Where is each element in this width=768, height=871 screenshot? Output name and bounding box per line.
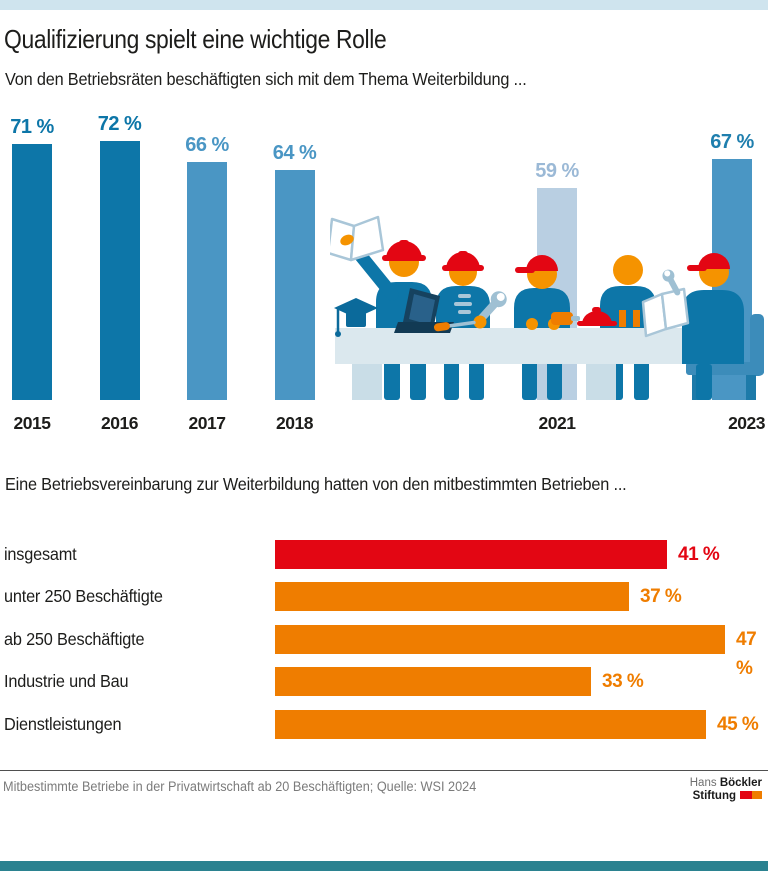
row-value-2: 47 % <box>736 629 757 679</box>
x-tick-2015: 2015 <box>13 413 51 433</box>
x-tick-2016: 2016 <box>101 413 138 433</box>
column-bar-2016 <box>99 141 140 400</box>
row-bar-1 <box>275 582 629 611</box>
row-bar-2 <box>275 625 725 654</box>
row-label-1: unter 250 Beschäftigte <box>4 586 163 606</box>
worker-with-cap <box>514 255 570 400</box>
hand <box>526 318 538 330</box>
column-bar-value-2015: 71 % <box>10 116 54 138</box>
column-chart: 71 % 72 % 66 % 64 % 59 % 67 % <box>0 100 768 400</box>
column-bar-value-2016: 72 % <box>97 113 142 135</box>
column-bar-value-2017: 66 % <box>185 134 229 156</box>
screwdriver-icon <box>433 320 476 332</box>
x-tick-2021: 2021 <box>538 413 576 433</box>
hard-hat-icon <box>382 240 426 261</box>
top-accent-bar <box>0 0 768 10</box>
baseball-cap-icon <box>687 253 730 271</box>
row-bar-4 <box>275 710 706 739</box>
row-label-4: Dienstleistungen <box>4 714 122 734</box>
horizontal-bar-chart: insgesamt 41 % unter 250 Beschäftigte 37 % a… <box>0 540 768 755</box>
column-chart-x-axis: 2015 2016 2017 2018 2021 2023 <box>0 413 768 437</box>
source-note: Mitbestimmte Betriebe in der Privatwirts… <box>3 779 477 794</box>
hans-boeckler-logo: Hans Böckler Stiftung <box>690 777 762 803</box>
small-wrench-icon <box>662 269 681 296</box>
row-bar-0 <box>275 540 667 569</box>
logo-boeckler: Böckler <box>719 777 762 789</box>
logo-mark-orange <box>752 791 762 799</box>
page-title: Qualifizierung spielt eine wichtige Roll… <box>4 24 387 54</box>
x-tick-2023: 2023 <box>728 413 765 433</box>
column-bar-2017 <box>187 162 227 400</box>
logo-mark <box>740 791 762 799</box>
hard-hat-on-table-icon <box>577 307 617 326</box>
column-bar-2018 <box>274 170 315 400</box>
column-bar-value-2021: 59 % <box>535 160 579 182</box>
row-value-0: 41 % <box>678 544 720 565</box>
x-tick-2017: 2017 <box>188 413 226 433</box>
hard-hat-icon <box>442 251 484 271</box>
row-bar-3 <box>275 667 591 696</box>
row-value-4: 45 % <box>717 714 759 735</box>
row-value-3: 33 % <box>602 671 644 692</box>
bottom-accent-bar <box>0 861 768 871</box>
column-bar-value-2018: 64 % <box>272 142 317 164</box>
graduation-cap-icon <box>334 298 378 337</box>
open-booklet-icon <box>641 287 690 338</box>
row-value-1: 37 % <box>640 586 682 607</box>
footer-divider <box>0 770 768 771</box>
logo-stiftung: Stiftung <box>692 790 736 802</box>
open-book-icon <box>330 215 385 262</box>
baseball-cap-icon <box>515 255 558 273</box>
row-label-3: Industrie und Bau <box>4 671 129 691</box>
hand <box>473 315 487 329</box>
seated-worker <box>641 253 764 400</box>
column-bar-value-2023: 67 % <box>710 131 754 153</box>
tape-measure-icon <box>551 312 580 325</box>
logo-mark-red <box>740 791 752 799</box>
conference-table <box>335 328 703 400</box>
row-label-0: insgesamt <box>4 544 77 564</box>
speech-dashes <box>454 294 472 314</box>
chart1-heading: Von den Betriebsräten beschäftigten sich… <box>5 69 527 89</box>
row-label-2: ab 250 Beschäftigte <box>4 629 145 649</box>
column-bar-2015 <box>12 144 52 400</box>
logo-hans: Hans <box>689 777 717 789</box>
logo-line1: Hans Böckler <box>690 777 762 790</box>
laptop-icon <box>394 288 454 333</box>
workers-illustration <box>330 215 764 400</box>
logo-line2: Stiftung <box>690 790 762 803</box>
chart2-heading: Eine Betriebsvereinbarung zur Weiterbild… <box>5 474 627 494</box>
x-tick-2018: 2018 <box>276 413 313 433</box>
